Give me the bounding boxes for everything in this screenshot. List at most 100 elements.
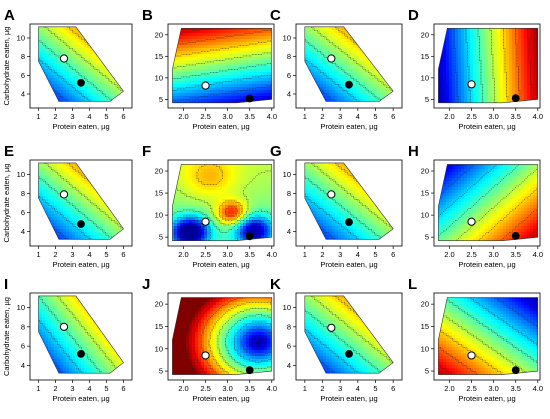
y-axis-label: Carbohydrate eaten, µg [2,164,11,243]
x-tick-label: 2.0 [444,384,454,393]
x-tick-label: 3.0 [488,384,498,393]
black-point [511,366,520,375]
x-tick-label: 5 [104,250,108,259]
white-point [327,190,336,199]
panel-letter: E [4,143,14,160]
heatmap-G [304,162,394,240]
x-tick-label: 3 [338,384,342,393]
white-point [201,81,210,90]
y-tick-label: 5 [159,367,163,376]
panel-letter: L [408,276,417,293]
y-tick-label: 20 [155,30,163,39]
y-tick-label: 4 [287,227,291,236]
panel-C: 1 2 3 4 5 6 4 6 8 10 Protein eaten, µg C [270,7,403,131]
y-tick-label: 6 [287,342,291,351]
x-tick-label: 3.5 [244,384,254,393]
x-tick-label: 3 [338,250,342,259]
black-point [245,232,254,241]
plot-frame [29,292,133,381]
x-tick-label: 2 [320,112,324,121]
y-tick-label: 10 [17,34,25,43]
white-point [327,54,336,63]
y-tick-label: 10 [17,170,25,179]
y-tick-label: 10 [421,344,429,353]
panel-L: 2.0 2.5 3.0 3.5 4.0 5 10 15 20 Protein eaten, µg L [408,276,543,403]
panel-A: 1 2 3 4 5 6 4 6 8 10 Protein eaten, µg Carbohydrate… [2,7,133,131]
contour-lines-L [438,297,538,375]
x-tick-label: 6 [121,250,125,259]
plot-frame [295,159,403,247]
x-tick-label: 4 [356,250,360,259]
panel-letter: J [142,276,150,293]
x-tick-label: 2.5 [200,112,210,121]
y-tick-label: 10 [421,73,429,82]
heatmap-D [438,28,538,103]
y-tick-label: 6 [21,208,25,217]
x-tick-label: 4.0 [267,112,277,121]
heatmap-E [38,162,124,240]
plot-frame [167,292,275,381]
black-point [511,231,520,240]
plot-frame [295,292,403,381]
black-point [245,366,254,375]
y-tick-label: 10 [17,303,25,312]
y-tick-label: 10 [283,303,291,312]
y-tick-label: 8 [287,322,291,331]
y-tick-label: 15 [421,322,429,331]
x-axis-label: Protein eaten, µg [192,260,249,269]
x-tick-label: 4.0 [533,384,543,393]
x-axis-label: Protein eaten, µg [458,394,515,403]
x-tick-label: 5 [373,250,377,259]
x-tick-label: 1 [303,112,307,121]
x-tick-label: 3.0 [222,384,232,393]
y-tick-label: 5 [425,367,429,376]
white-point [467,80,476,89]
y-axis-label: Carbohydrate eaten, µg [2,27,11,106]
heatmap-B [172,28,272,103]
x-tick-label: 3.0 [488,112,498,121]
x-tick-label: 3 [338,112,342,121]
panel-E: 1 2 3 4 5 6 4 6 8 10 Protein eaten, µg Carbohydrate… [2,143,133,269]
x-axis-label: Protein eaten, µg [52,122,109,131]
contour-lines-B [172,28,272,103]
x-tick-label: 1 [36,250,40,259]
y-tick-label: 10 [155,73,163,82]
y-tick-label: 15 [155,322,163,331]
white-point [467,217,476,226]
x-tick-label: 1 [303,384,307,393]
y-axis-label: Carbohydrate eaten, µg [2,297,11,376]
panel-F: 2.0 2.5 3.0 3.5 4.0 5 10 15 20 Protein eaten, µg F [142,143,277,269]
x-tick-label: 5 [373,112,377,121]
panel-letter: G [270,143,282,160]
y-tick-label: 5 [425,95,429,104]
y-tick-label: 15 [421,52,429,61]
panel-letter: F [142,143,151,160]
x-tick-label: 3 [70,250,74,259]
panel-letter: B [142,7,153,24]
x-tick-label: 3.5 [510,384,520,393]
panel-K: 1 2 3 4 5 6 4 6 8 10 Protein eaten, µg K [270,276,403,403]
y-tick-label: 4 [21,361,25,370]
y-tick-label: 8 [21,322,25,331]
y-tick-label: 15 [155,189,163,198]
plot-frame [167,23,275,109]
x-tick-label: 2.5 [200,250,210,259]
white-point [327,323,336,332]
x-tick-label: 1 [36,384,40,393]
x-tick-label: 2.5 [200,384,210,393]
panel-G: 1 2 3 4 5 6 4 6 8 10 Protein eaten, µg G [270,143,403,269]
plot-frame [295,23,403,109]
x-tick-label: 3.5 [510,112,520,121]
x-tick-label: 2.0 [178,250,188,259]
x-tick-label: 6 [121,384,125,393]
x-tick-label: 4 [87,250,91,259]
x-tick-label: 2 [53,384,57,393]
y-tick-label: 4 [21,90,25,99]
x-tick-label: 6 [121,112,125,121]
y-tick-label: 20 [421,167,429,176]
y-tick-label: 5 [159,95,163,104]
x-tick-label: 2 [53,250,57,259]
y-tick-label: 5 [159,233,163,242]
black-point [511,94,520,102]
white-point [467,351,476,360]
